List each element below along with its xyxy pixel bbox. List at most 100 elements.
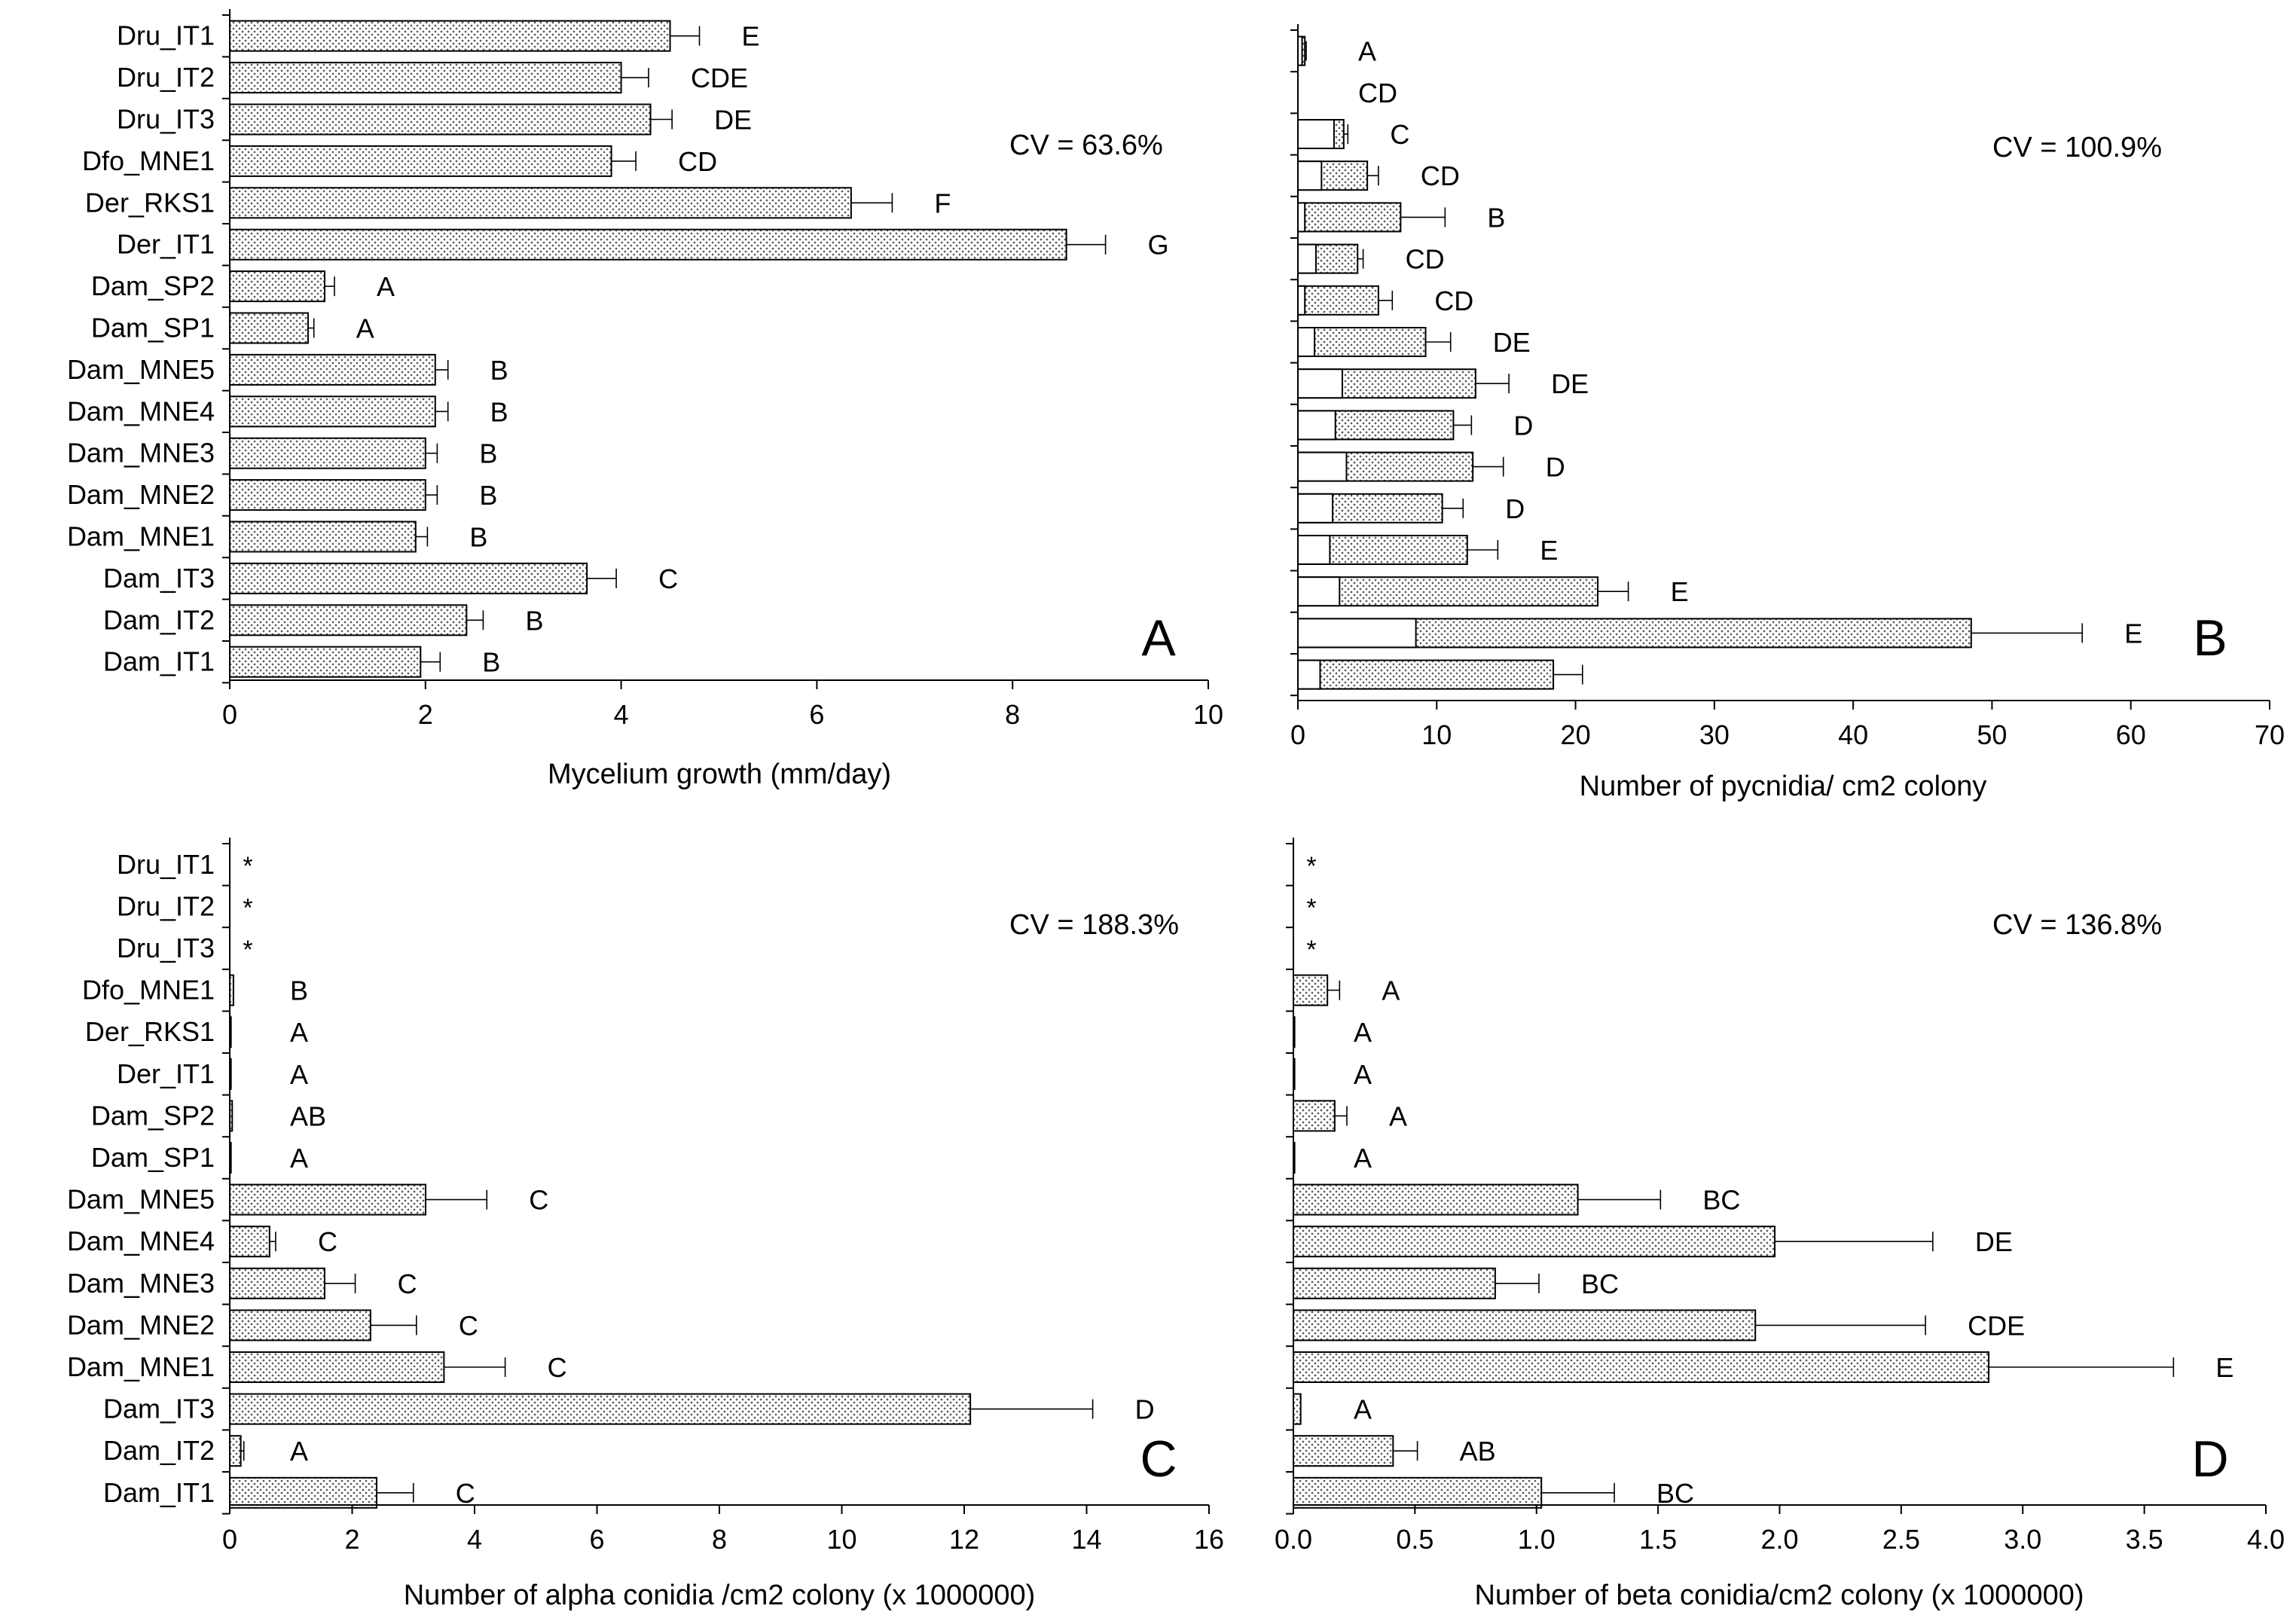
panel-c-category-label: Dam_MNE1: [67, 1351, 215, 1382]
panel-b-bar-solid: [1297, 243, 1317, 274]
panel-b-letter: D: [1505, 493, 1525, 524]
panel-b-x-tick-label: 0: [1290, 719, 1305, 750]
panel-c-x-tick-label: 6: [589, 1524, 604, 1555]
panel-a-letter: E: [742, 21, 760, 52]
panel-a-category-label: Dru_IT3: [117, 104, 215, 135]
panel-c-category-label: Dru_IT3: [117, 933, 215, 963]
panel-b-bar-solid: [1297, 160, 1323, 191]
panel-b-bar-solid: [1297, 119, 1335, 149]
panel-b-bar-solid: [1297, 202, 1306, 233]
panel-b-letter: E: [1671, 576, 1689, 607]
panel-a-letter: CDE: [691, 63, 748, 93]
panel-a-letter: G: [1148, 230, 1169, 261]
panel-b-letter: B: [1487, 202, 1505, 233]
panel-c-bar: [229, 1309, 371, 1342]
panel-a-letter: F: [934, 188, 951, 218]
panel-d-letter: A: [1382, 975, 1400, 1006]
panel-b-letter: DE: [1551, 368, 1589, 399]
panel-c-category-label: Dam_MNE2: [67, 1309, 215, 1340]
panel-c-x-tick-label: 12: [949, 1524, 979, 1555]
panel-c-category-label: Dam_SP1: [91, 1142, 215, 1173]
panel-c-letter: D: [1135, 1394, 1155, 1425]
panel-d-x-tick-label: 4.0: [2247, 1524, 2285, 1555]
panel-b-letter: E: [1540, 535, 1558, 566]
panel-a-bar: [229, 270, 326, 303]
panel-c-letter: C: [529, 1185, 548, 1216]
panel-a-category-label: Dam_MNE4: [67, 395, 215, 426]
panel-b-bar-solid: [1297, 368, 1343, 399]
panel-b-letter: CD: [1358, 78, 1397, 108]
panel-c-x-tick-label: 8: [712, 1524, 727, 1555]
panel-c-category-label: Dam_IT2: [103, 1435, 215, 1466]
panel-a-category-label: Dru_IT2: [117, 62, 215, 93]
panel-a-x-axis-title: Mycelium growth (mm/day): [548, 759, 891, 790]
panel-c-x-axis-title: Number of alpha conidia /cm2 colony (x 1…: [404, 1580, 1036, 1611]
panel-b-bar-solid: [1297, 410, 1336, 441]
panel-a-x-tick-label: 2: [418, 699, 433, 730]
panel-a-letter: B: [469, 522, 487, 553]
panel-c-letter: C: [398, 1268, 417, 1299]
panel-d-letter: BC: [1581, 1268, 1619, 1299]
panel-a-bar: [229, 604, 468, 636]
panel-a-category-label: Dam_IT2: [103, 604, 215, 635]
panel-c-letter: A: [290, 1017, 308, 1048]
panel-c-letter: *: [243, 852, 252, 881]
panel-c-bar: [229, 1435, 242, 1467]
panel-a-letter: B: [479, 480, 497, 511]
panel-c-letter: *: [243, 936, 252, 964]
panel-b-bar-solid: [1297, 618, 1417, 649]
panel-d-x-tick-label: 1.0: [1518, 1524, 1556, 1555]
panel-b-bar-solid: [1297, 659, 1321, 690]
panel-a-x-tick-label: 8: [1005, 699, 1020, 730]
panel-a-letter: B: [482, 647, 500, 678]
panel-d-letter: AB: [1460, 1436, 1496, 1467]
panel-a-category-label: Dam_MNE5: [67, 354, 215, 385]
panel-d-bar: [1293, 1476, 1543, 1509]
panel-b-letter: A: [1358, 36, 1376, 67]
panel-b-letter: C: [1390, 119, 1409, 150]
panel-d-x-tick-label: 1.5: [1639, 1524, 1677, 1555]
panel-a-bar: [229, 520, 417, 553]
panel-a-bar: [229, 187, 852, 219]
panel-c-x-tick-label: 16: [1194, 1524, 1224, 1555]
panel-a-letter: A: [377, 271, 395, 302]
panel-a-bar: [229, 312, 309, 344]
panel-d-bar: [1293, 1393, 1302, 1425]
panel-a-bar: [229, 145, 612, 177]
panel-d-x-tick-label: 3.5: [2126, 1524, 2163, 1555]
panel-c-x-tick-label: 2: [344, 1524, 359, 1555]
panel-b-x-tick-label: 70: [2255, 719, 2285, 750]
panel-b-x-tick-label: 10: [1421, 719, 1452, 750]
panel-c-x-tick-label: 0: [222, 1524, 237, 1555]
panel-a-category-label: Dam_MNE3: [67, 438, 215, 469]
panel-c-letter: A: [290, 1143, 308, 1174]
panel-b-letter: DE: [1493, 327, 1531, 358]
panel-d-x-tick-label: 0.5: [1396, 1524, 1433, 1555]
panel-a-cv-annotation: CV = 63.6%: [1009, 130, 1163, 161]
panel-a-corner-letter: A: [1141, 609, 1176, 667]
panel-d-x-tick-label: 0.0: [1275, 1524, 1312, 1555]
panel-d-bar: [1293, 1309, 1757, 1342]
panel-a-category-label: Dam_SP2: [91, 270, 215, 301]
panel-b-corner-letter: B: [2193, 609, 2227, 667]
panel-d-cv-annotation: CV = 136.8%: [1992, 909, 2162, 941]
panel-c-cv-annotation: CV = 188.3%: [1009, 909, 1179, 941]
panel-c-bar: [229, 1351, 445, 1383]
panel-c-letter: A: [290, 1436, 308, 1467]
panel-d-bar: [1293, 1267, 1496, 1299]
panel-b-bar-total: [1297, 576, 1599, 607]
panel-a-bar: [229, 479, 426, 511]
panel-a-x-tick-label: 4: [614, 699, 629, 730]
panel-a-bar: [229, 62, 622, 94]
panel-c-letter: *: [243, 893, 252, 922]
panel-a-category-label: Dam_MNE2: [67, 479, 215, 510]
panel-c-bar: [229, 1226, 270, 1258]
panel-a-letter: DE: [714, 105, 752, 136]
panel-a-bar: [229, 228, 1067, 261]
panel-b-letter: CD: [1434, 285, 1473, 316]
panel-c-letter: B: [290, 975, 308, 1006]
panel-c-bar: [229, 1476, 377, 1509]
panel-a-letter: B: [490, 355, 508, 386]
